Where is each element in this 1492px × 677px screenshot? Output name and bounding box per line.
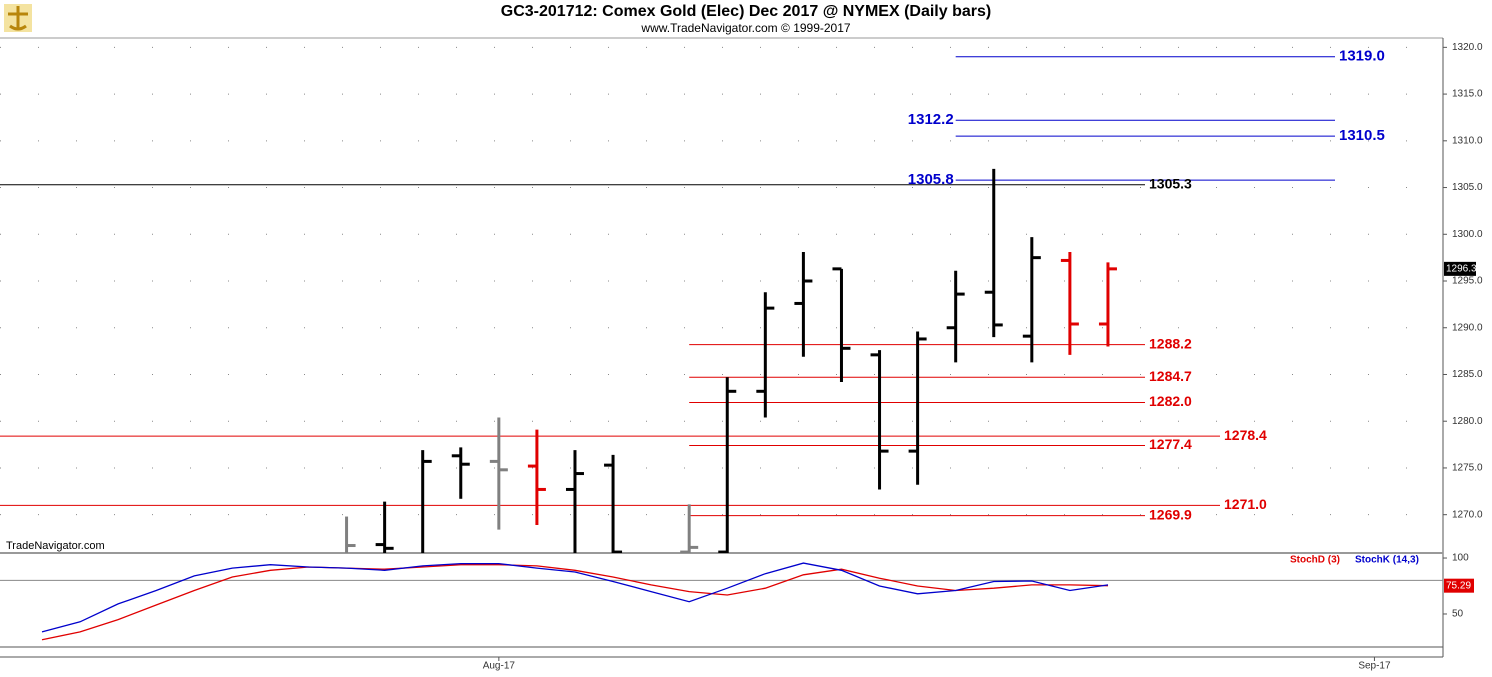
watermark: TradeNavigator.com — [6, 540, 105, 552]
level-label: 1310.5 — [1339, 127, 1385, 144]
level-label: 1288.2 — [1149, 335, 1192, 351]
level-label: 1305.8 — [908, 171, 954, 188]
y-tick-label: 1270.0 — [1452, 509, 1483, 520]
level-label: 1269.9 — [1149, 506, 1192, 522]
y-tick-label: 1320.0 — [1452, 42, 1483, 53]
legend-entry: StochK (14,3) — [1355, 555, 1419, 566]
level-label: 1282.0 — [1149, 393, 1192, 409]
stoch-line — [41, 564, 1109, 641]
level-label: 1277.4 — [1149, 436, 1192, 452]
last-price-label: 1296.3 — [1446, 264, 1477, 275]
level-label: 1284.7 — [1149, 368, 1192, 384]
price-bars — [345, 168, 1117, 553]
y2-tick-label: 50 — [1452, 609, 1464, 620]
logo — [4, 4, 32, 32]
level-label: 1305.3 — [1149, 175, 1192, 191]
x-tick-label: Sep-17 — [1358, 661, 1391, 672]
last-stoch-label: 75.29 — [1446, 580, 1471, 591]
x-tick-label: Aug-17 — [483, 661, 516, 672]
y-tick-label: 1290.0 — [1452, 322, 1483, 333]
y-tick-label: 1280.0 — [1452, 416, 1483, 427]
legend-entry: StochD (3) — [1290, 555, 1340, 566]
y-tick-label: 1295.0 — [1452, 276, 1483, 287]
y2-tick-label: 100 — [1452, 553, 1469, 564]
y-tick-label: 1310.0 — [1452, 135, 1483, 146]
chart-subtitle: www.TradeNavigator.com © 1999-2017 — [640, 21, 850, 35]
last-price-box — [1444, 261, 1476, 276]
y-tick-label: 1305.0 — [1452, 182, 1483, 193]
level-label: 1278.4 — [1224, 427, 1267, 443]
y-tick-label: 1275.0 — [1452, 463, 1483, 474]
y-tick-label: 1315.0 — [1452, 89, 1483, 100]
level-label: 1312.2 — [908, 111, 954, 128]
y-tick-label: 1300.0 — [1452, 229, 1483, 240]
level-label: 1271.0 — [1224, 496, 1267, 512]
last-stoch-box — [1444, 578, 1474, 593]
chart-title: GC3-201712: Comex Gold (Elec) Dec 2017 @… — [501, 3, 991, 20]
level-label: 1319.0 — [1339, 48, 1385, 65]
y-tick-label: 1285.0 — [1452, 369, 1483, 380]
stoch-line — [41, 562, 1109, 633]
